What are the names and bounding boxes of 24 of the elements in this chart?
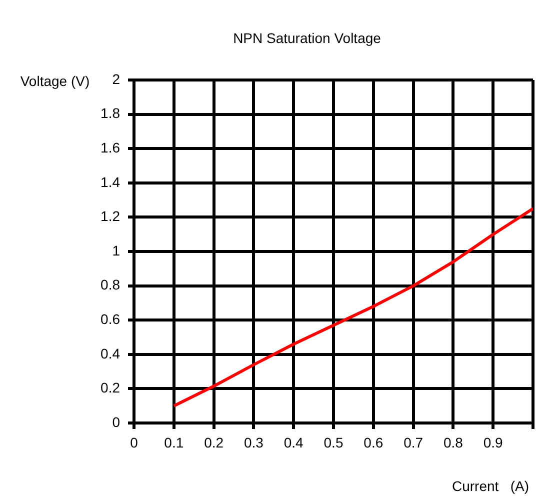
y-tick-label: 0 bbox=[112, 414, 120, 430]
y-tick-label: 0.2 bbox=[100, 380, 120, 396]
y-tick-label: 1.8 bbox=[100, 105, 120, 122]
y-tick-label: 0.6 bbox=[100, 310, 120, 327]
y-tick-label: 0.4 bbox=[100, 345, 120, 362]
x-tick-label: 0.8 bbox=[443, 434, 464, 450]
y-tick-label: 1.4 bbox=[100, 174, 120, 190]
x-tick-label: 0.5 bbox=[324, 434, 344, 450]
y-tick-label: 0.8 bbox=[100, 276, 120, 293]
y-tick-label: 1.6 bbox=[100, 139, 120, 156]
y-axis-title: Voltage (V) bbox=[20, 72, 90, 91]
x-axis-title: Current (A) bbox=[452, 478, 529, 494]
x-tick-label: 0.3 bbox=[244, 434, 264, 450]
x-tick-label: 0.2 bbox=[204, 434, 224, 450]
x-tick-label: 0.4 bbox=[284, 434, 304, 450]
y-tick-label: 1.2 bbox=[100, 208, 120, 224]
x-tick-label: 0.1 bbox=[164, 434, 184, 450]
y-tick-label: 1 bbox=[112, 242, 120, 258]
y-tick-label: 2 bbox=[112, 70, 120, 87]
x-tick-label: 0.9 bbox=[483, 434, 504, 450]
chart-title: NPN Saturation Voltage bbox=[232, 30, 382, 46]
x-tick-label: 0.6 bbox=[364, 434, 384, 450]
x-tick-label: 0.7 bbox=[404, 434, 424, 450]
x-tick-label: 0 bbox=[130, 434, 138, 450]
